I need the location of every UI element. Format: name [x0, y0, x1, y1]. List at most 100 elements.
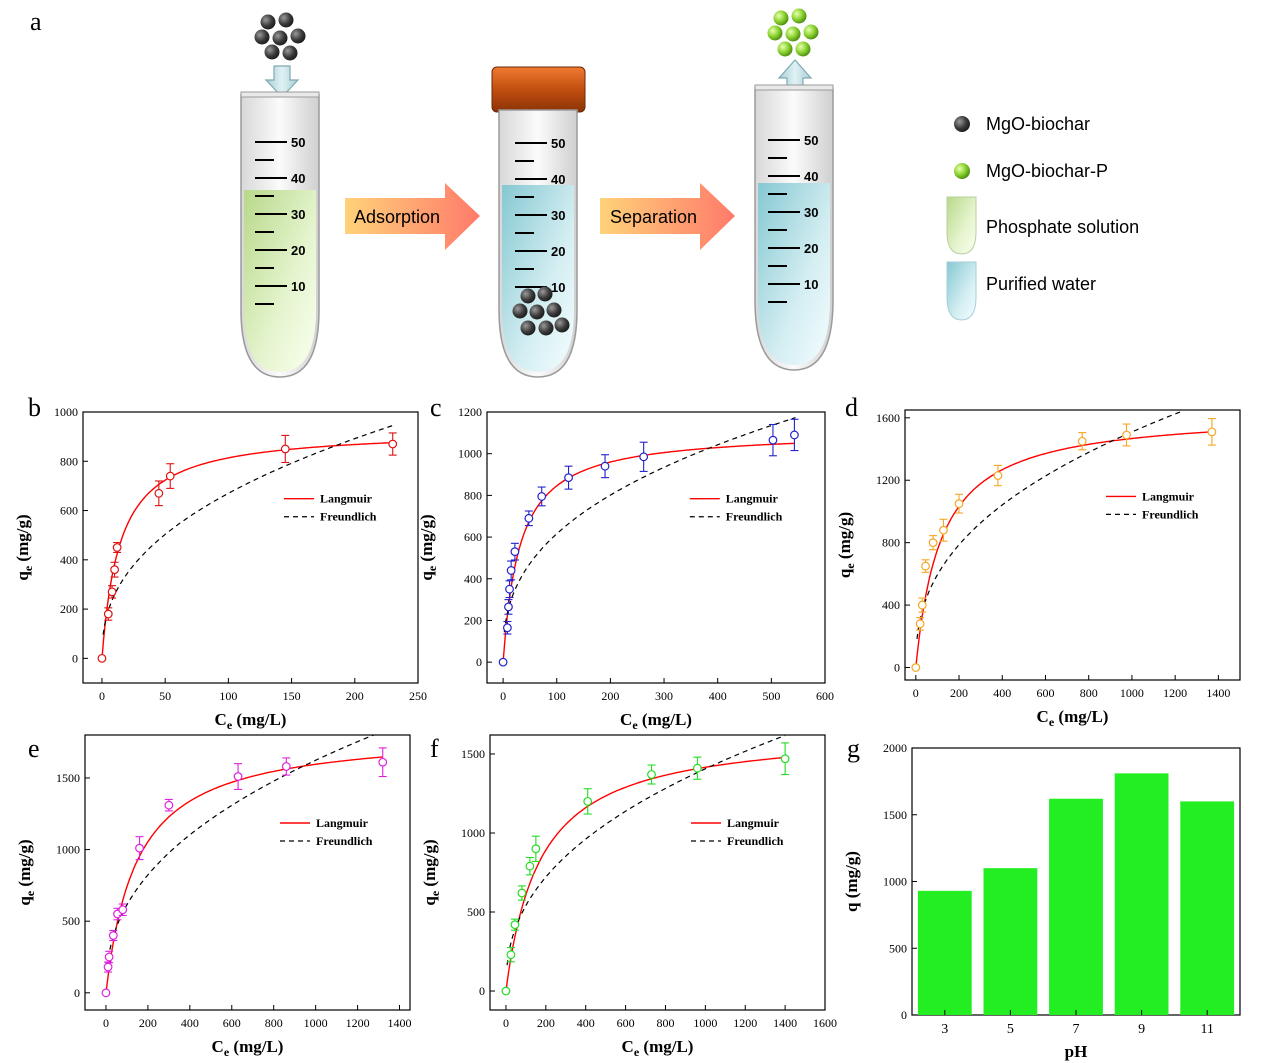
point-marker [505, 584, 514, 594]
data-point [564, 465, 573, 490]
x-tick-label: 100 [548, 689, 566, 703]
panel-a-label: a [30, 7, 42, 36]
plot-frame-e [84, 734, 411, 1011]
svg-text:40: 40 [551, 172, 565, 187]
point-marker [1077, 436, 1087, 446]
data-point [154, 480, 164, 507]
point-marker [108, 931, 118, 940]
y-tick-label: 1000 [883, 875, 907, 889]
data-point [531, 835, 541, 862]
x-tick-label: 1000 [1120, 686, 1144, 700]
data-point [506, 560, 516, 581]
data-point [502, 620, 512, 635]
point-marker [103, 962, 113, 972]
x-tick-label: 200 [346, 689, 364, 703]
point-marker [780, 754, 790, 764]
point-marker [280, 444, 290, 454]
point-marker [101, 988, 111, 998]
y-tick-label: 1000 [54, 405, 78, 419]
legend-mgo-biochar: MgO-biochar [986, 114, 1090, 134]
chart-panel-b: b 0 200 400 600 800 1000 qe (mg/g) Ce (mg/L) 0 50 1… [13, 393, 427, 732]
bar-ph-11 [1180, 801, 1235, 1015]
y-tick-label: 1500 [56, 771, 80, 785]
y-tick-label: 1600 [876, 411, 900, 425]
panel-label-e: e [28, 734, 40, 763]
point-marker [768, 435, 778, 445]
data-point [103, 961, 113, 973]
langmuir-fit-line [505, 756, 786, 992]
y-tick-label: 0 [479, 984, 485, 998]
legend-langmuir-label: Langmuir [726, 492, 779, 506]
x-tick-label: 200 [139, 1016, 157, 1030]
point-marker [118, 905, 128, 915]
x-tick-label: 1200 [733, 1016, 757, 1030]
panel-a: a 50 40 30 20 [30, 7, 1139, 378]
data-point [510, 918, 520, 931]
svg-text:20: 20 [804, 241, 818, 256]
y-tick-label: 0 [74, 986, 80, 1000]
y-tick-label: 400 [882, 598, 900, 612]
svg-text:30: 30 [804, 205, 818, 220]
data-point [525, 856, 535, 876]
x-tick-label: 0 [99, 689, 105, 703]
point-marker [525, 861, 535, 871]
data-point [510, 542, 520, 561]
chart-panel-d: d 0 400 800 1200 1600 qe (mg/g) Ce (mg/L) 0 200 40… [835, 393, 1241, 729]
data-point [517, 885, 527, 901]
x-tick-label: 250 [409, 689, 427, 703]
point-marker [939, 525, 948, 535]
data-point [639, 441, 649, 472]
panel-label-g: g [847, 734, 860, 763]
x-tick-label: 200 [950, 686, 968, 700]
y-tick-label: 600 [464, 530, 482, 544]
data-point [107, 585, 117, 599]
x-tick-label: 1200 [346, 1016, 370, 1030]
point-marker [504, 602, 513, 612]
x-tick-label: 400 [181, 1016, 199, 1030]
bar-ph-9 [1114, 773, 1169, 1015]
x-axis-title-e: Ce (mg/L) [212, 1037, 284, 1059]
data-point [101, 988, 111, 998]
x-tick-label: 50 [159, 689, 171, 703]
data-point [103, 607, 113, 621]
y-axis-title-e: qe (mg/g) [15, 839, 37, 905]
y-axis-title-g: q (mg/g) [842, 851, 861, 912]
y-axis-title-d: qe (mg/g) [835, 512, 857, 578]
y-tick-label: 0 [901, 1008, 907, 1022]
legend-phosphate-solution: Phosphate solution [986, 217, 1139, 237]
data-point [692, 756, 702, 780]
data-point [281, 757, 291, 776]
data-point [165, 463, 175, 489]
separation-label: Separation [610, 207, 697, 227]
legend-langmuir-label: Langmuir [316, 816, 369, 830]
point-marker [506, 566, 516, 575]
svg-text:20: 20 [551, 244, 565, 259]
legend-freundlich-label: Freundlich [726, 510, 783, 524]
bar-ph-7 [1049, 798, 1103, 1015]
x-tick-label: 0 [503, 1016, 509, 1030]
green-sphere-icon [954, 163, 970, 179]
data-point [790, 418, 799, 452]
data-point [993, 464, 1003, 487]
x-tick-label: 3 [941, 1022, 948, 1037]
x-tick-label: 1200 [1163, 686, 1187, 700]
data-point [501, 986, 511, 996]
y-tick-label: 2000 [883, 741, 907, 755]
data-point [928, 535, 938, 551]
x-tick-label: 400 [993, 686, 1011, 700]
legend-mgo-biochar-p: MgO-biochar-P [986, 161, 1108, 181]
svg-text:30: 30 [551, 208, 565, 223]
point-marker [583, 796, 593, 806]
y-tick-label: 1500 [883, 808, 907, 822]
data-point [600, 454, 610, 479]
bar-ph-3 [917, 890, 972, 1015]
point-marker [915, 619, 925, 629]
y-axis-title-f: qe (mg/g) [420, 839, 442, 905]
loaded-biochar-spheres [767, 8, 819, 57]
data-point [921, 559, 930, 573]
point-marker [517, 888, 527, 898]
y-axis-title-b: qe (mg/g) [13, 514, 35, 580]
tube-phosphate: 50 40 30 20 10 [240, 91, 320, 378]
